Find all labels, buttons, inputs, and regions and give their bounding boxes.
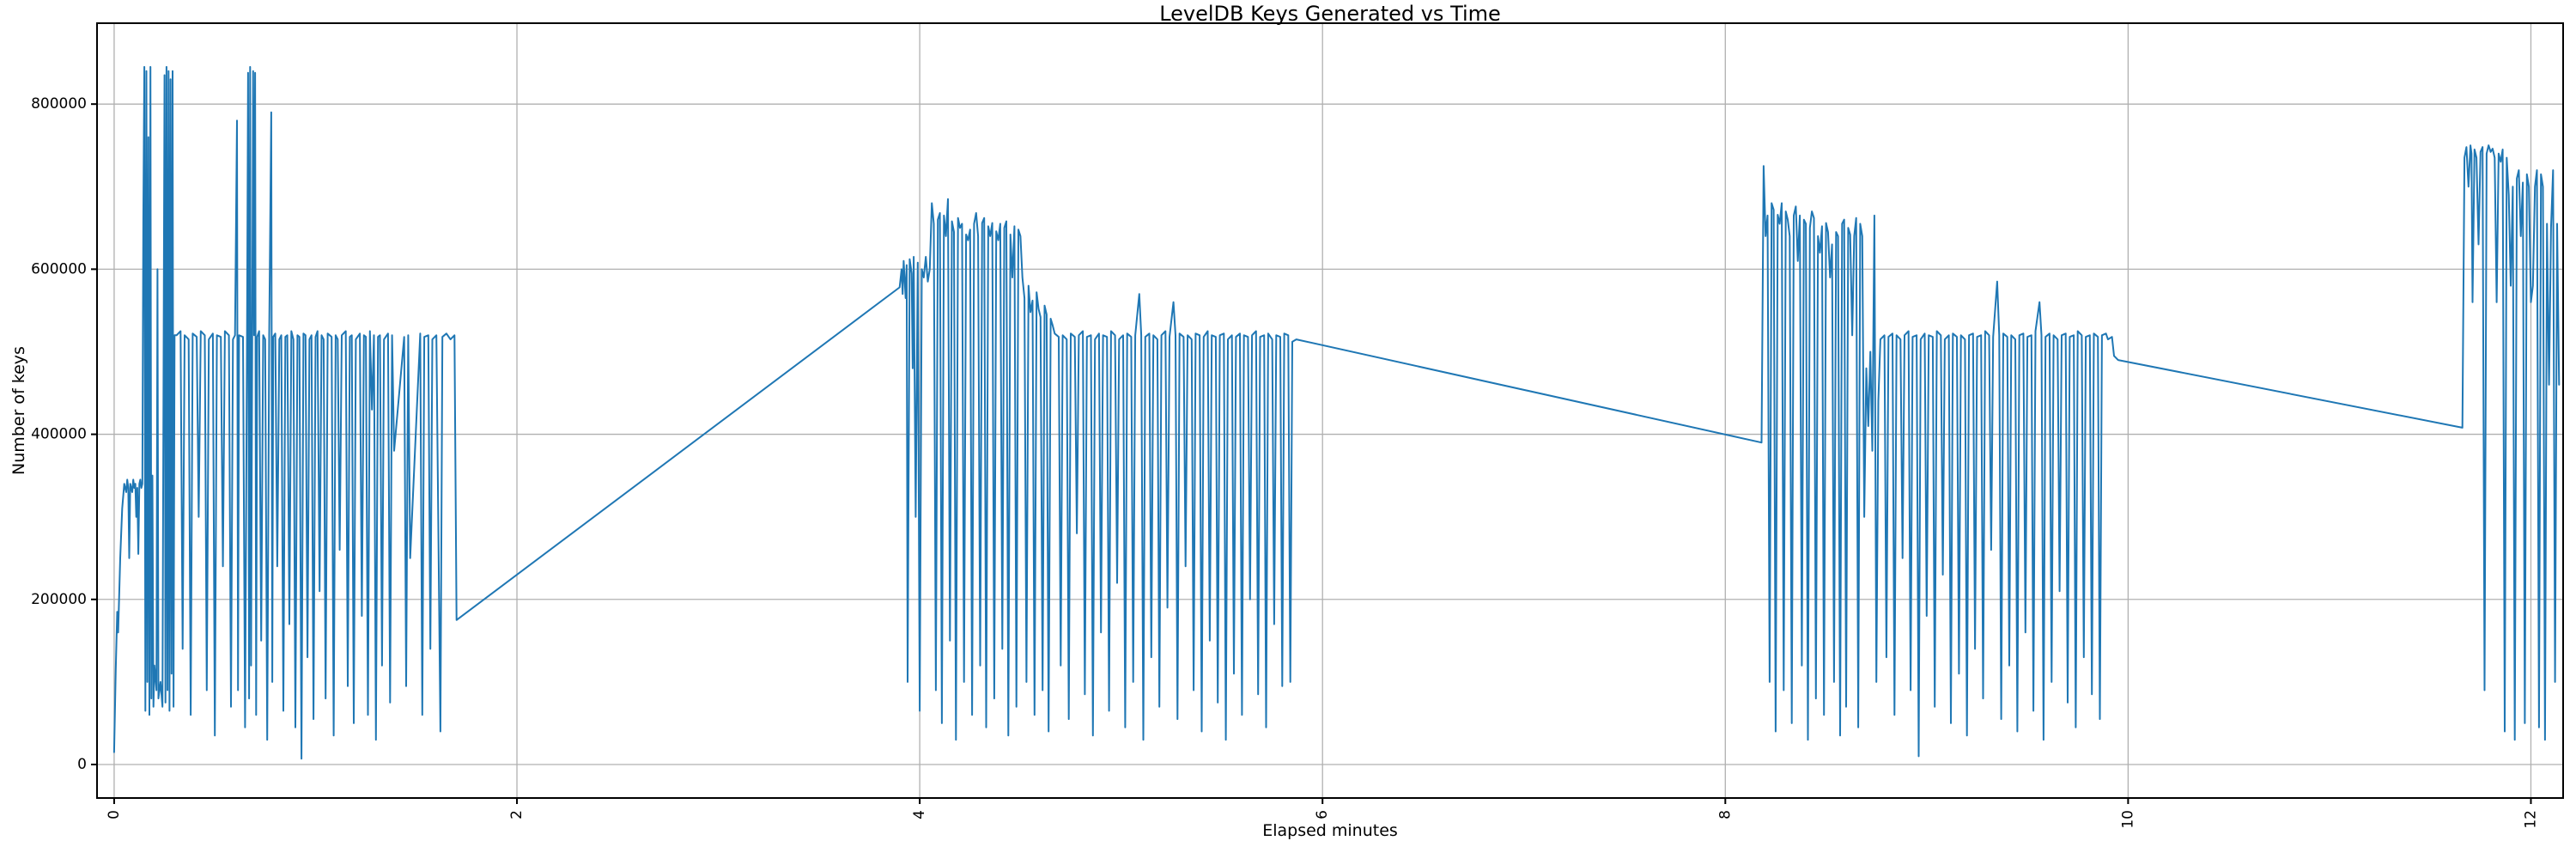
series-line-keys <box>112 65 2561 760</box>
x-tick-label: 12 <box>2522 810 2539 829</box>
chart-title: LevelDB Keys Generated vs Time <box>1159 2 1501 26</box>
y-tick-label: 0 <box>77 756 87 773</box>
y-tick-label: 800000 <box>31 95 87 113</box>
x-tick-label: 0 <box>106 810 123 819</box>
x-tick-label: 6 <box>1314 810 1331 819</box>
x-tick-label: 2 <box>508 810 526 819</box>
x-axis-label: Elapsed minutes <box>1262 821 1398 840</box>
plot-border <box>96 22 2564 799</box>
y-tick-label: 600000 <box>31 260 87 277</box>
x-tick-label: 8 <box>1716 810 1734 819</box>
x-tick-label: 4 <box>911 810 928 819</box>
y-tick-label: 400000 <box>31 426 87 443</box>
y-tick-label: 200000 <box>31 591 87 608</box>
y-axis-label: Number of keys <box>9 346 28 475</box>
x-tick-label: 10 <box>2119 810 2136 829</box>
